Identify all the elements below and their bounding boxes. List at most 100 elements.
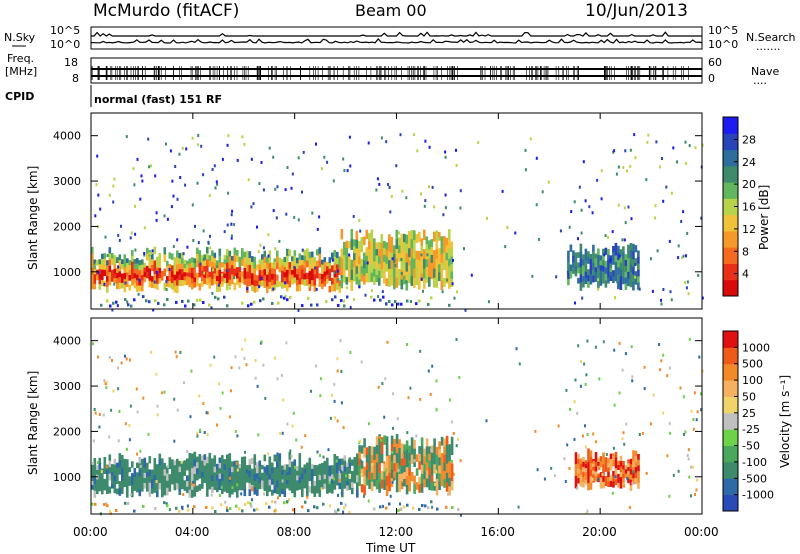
data-cell [231,265,234,271]
data-cell [620,467,623,471]
data-cell [116,267,119,274]
data-cell [306,473,309,480]
data-cell [647,133,650,137]
data-cell [298,278,302,285]
data-cell [233,486,237,493]
data-cell [602,340,605,344]
data-cell [321,278,324,285]
data-cell [124,354,126,358]
data-cell [370,238,374,248]
data-cell [93,264,97,270]
data-cell [226,276,229,284]
data-cell [258,259,262,266]
power-cbar-tick-label: 16 [742,201,756,214]
data-cell [389,210,392,214]
data-cell [282,398,285,402]
data-cell [146,467,149,473]
data-cell [141,259,144,266]
data-cell [643,365,646,369]
data-cell [211,291,214,295]
data-cell [258,285,261,289]
data-cell [438,248,441,257]
data-cell [147,137,150,141]
data-cell [343,169,346,172]
data-cell [263,472,267,480]
data-cell [358,465,361,473]
data-cell [113,282,116,286]
data-cell [435,462,439,472]
data-cell [271,462,274,469]
data-cell [323,271,327,277]
data-cell [108,486,112,494]
data-cell [125,357,128,361]
data-cell [208,482,212,490]
data-cell [576,411,579,415]
data-cell [632,472,635,479]
power-cbar-swatch [723,230,738,248]
data-cell [227,191,230,195]
data-cell [306,272,309,280]
data-cell [413,133,415,137]
data-cell [143,252,146,255]
data-cell [291,482,294,488]
data-cell [156,491,159,498]
data-cell [368,234,371,238]
data-cell [581,296,584,300]
data-cell [420,259,424,268]
data-cell [216,480,219,487]
data-cell [319,454,321,457]
data-cell [634,456,638,463]
data-cell [316,227,319,231]
data-cell [617,460,620,466]
data-cell [633,133,636,137]
data-cell [297,218,300,222]
data-cell [211,261,214,269]
data-cell [602,481,605,489]
noise-sky-trace [91,31,702,37]
data-cell [314,266,317,270]
data-cell [385,456,389,467]
data-cell [217,297,220,301]
data-cell [614,462,618,469]
data-cell [415,259,419,269]
data-cell [602,254,605,261]
data-cell [286,480,289,485]
data-cell [346,295,349,299]
data-cell [378,463,381,474]
data-cell [136,472,139,478]
data-cell [231,486,234,490]
data-cell [622,252,625,260]
data-cell [370,246,374,256]
data-cell [634,467,638,474]
data-cell [211,475,214,482]
data-cell [191,283,194,290]
data-cell [129,404,132,408]
data-cell [375,275,379,283]
data-cell [588,205,591,209]
data-cell [567,267,570,274]
data-cell [378,182,381,186]
data-cell [685,161,687,165]
data-cell [243,462,247,470]
data-cell [403,479,406,487]
data-cell [452,432,455,435]
data-cell [398,276,401,286]
data-cell [178,483,182,490]
data-cell [587,469,590,477]
data-cell [351,487,354,495]
data-cell [271,478,274,485]
data-cell [612,446,615,450]
data-cell [108,467,112,475]
data-cell [291,279,294,285]
data-cell [600,169,603,173]
data-cell [306,484,309,491]
data-cell [340,501,343,505]
data-cell [168,268,171,271]
data-cell [253,256,257,264]
data-cell [584,479,588,485]
data-cell [278,489,282,497]
data-cell [597,255,600,263]
data-cell [433,268,436,279]
data-cell [602,248,605,255]
data-cell [395,472,399,483]
